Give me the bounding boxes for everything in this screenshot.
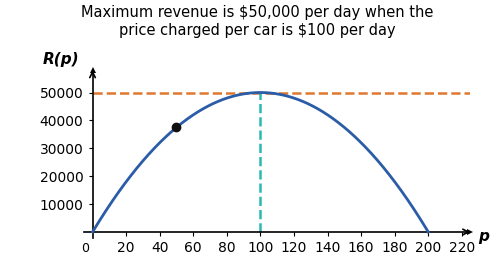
Text: R(p): R(p) (43, 52, 79, 68)
Text: 0: 0 (81, 242, 89, 255)
Text: Maximum revenue is $50,000 per day when the
price charged per car is $100 per da: Maximum revenue is $50,000 per day when … (81, 5, 434, 38)
Text: p: p (479, 229, 490, 244)
